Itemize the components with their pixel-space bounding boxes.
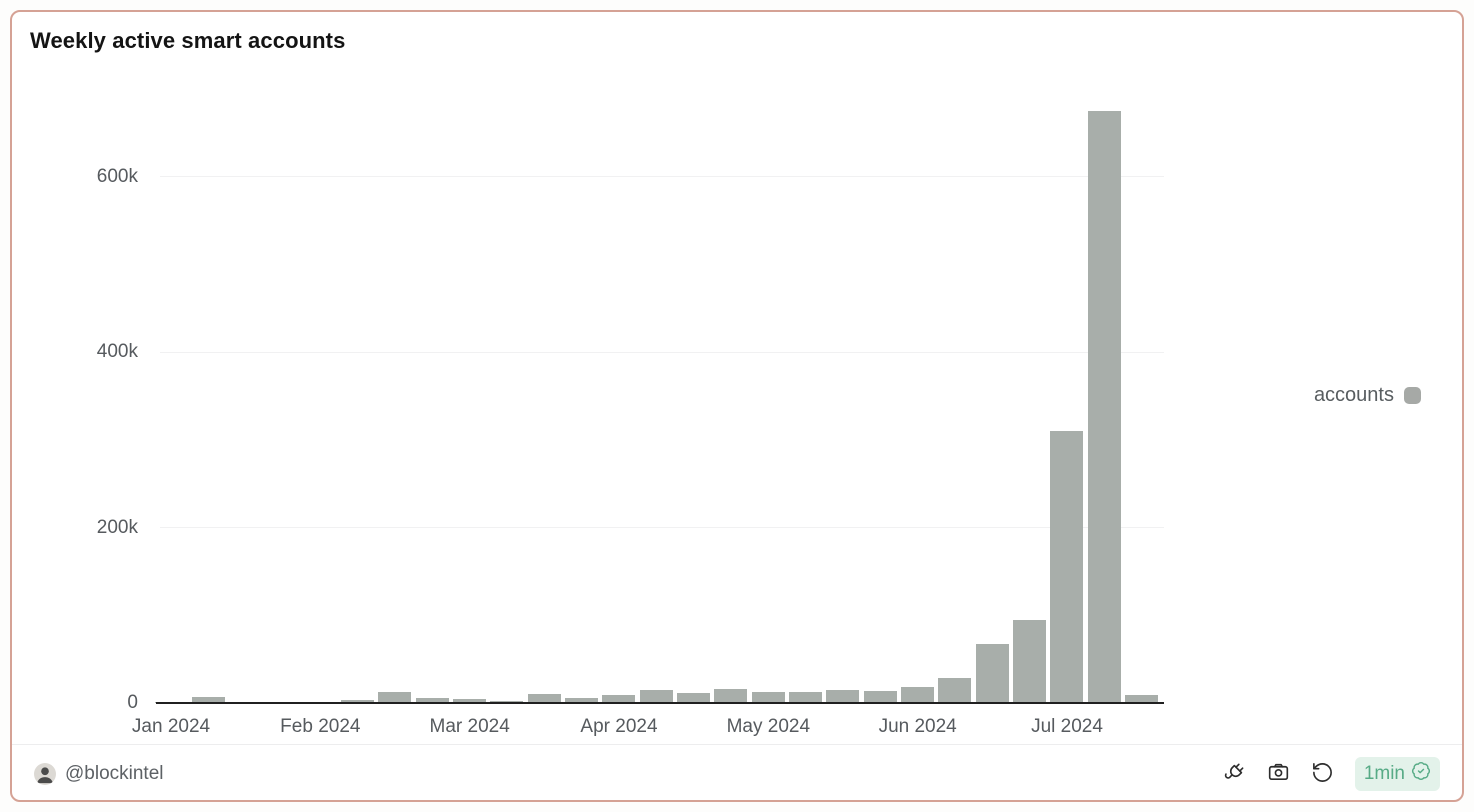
legend-swatch [1404,387,1421,404]
bar-week-19[interactable] [826,689,860,703]
bar-week-25[interactable] [1050,431,1084,703]
legend-label: accounts [1313,384,1394,406]
bar-week-26[interactable] [1087,110,1121,703]
bar-week-24[interactable] [1013,619,1047,703]
x-tick-label: Jul 2024 [1031,716,1103,737]
bar-week-23[interactable] [975,644,1009,703]
bar-week-17[interactable] [751,691,785,703]
bar-week-9[interactable] [453,699,487,703]
camera-icon [1267,761,1290,787]
y-tick-label: 0 [127,692,138,713]
verified-check-icon [1411,761,1431,787]
fork-plug-icon [1223,761,1246,787]
bar-week-7[interactable] [378,692,412,703]
bar-week-11[interactable] [527,694,561,703]
chart-card: Weekly active smart accounts 0 200k 400k 60… [10,10,1464,802]
x-tick-label: Feb 2024 [280,716,361,737]
author-link[interactable]: @blockintel [34,762,164,785]
gridline [160,351,1164,353]
bar-week-22[interactable] [938,677,972,703]
y-tick-label: 600k [96,165,138,187]
bar-week-2[interactable] [191,696,225,703]
bar-week-18[interactable] [789,692,823,703]
bar-week-27[interactable] [1125,695,1159,703]
x-tick-label: May 2024 [726,716,811,737]
x-tick-label: Apr 2024 [580,716,658,737]
bar-week-13[interactable] [602,695,636,703]
bar-week-14[interactable] [639,689,673,703]
page-title: Weekly active smart accounts [30,28,346,53]
card-footer: @blockintel [10,744,1464,802]
bar-week-21[interactable] [901,687,935,703]
chart-area: 0 200k 400k 600k Jan 2024 Feb 2024 Mar 2024 Apr… [10,10,1464,802]
gridline [160,527,1164,529]
x-axis-line [156,702,1164,704]
bar-week-6[interactable] [341,700,375,703]
refresh-age-text: 1min [1363,762,1405,784]
footer-actions: 1min [1223,756,1440,791]
bar-week-8[interactable] [415,697,449,703]
y-tick-label: 400k [96,341,138,363]
bar-week-20[interactable] [863,690,897,703]
x-tick-label: Mar 2024 [429,716,510,737]
screenshot-button[interactable] [1267,762,1290,785]
bar-week-16[interactable] [714,688,748,703]
refresh-button[interactable] [1311,762,1334,785]
gridline [160,176,1164,178]
x-tick-label: Jun 2024 [878,716,957,737]
avatar-photo [34,762,56,785]
bar-week-15[interactable] [677,693,711,703]
y-tick-label: 200k [96,516,138,538]
legend-item-accounts[interactable]: accounts [1314,384,1421,407]
x-tick-label: Jan 2024 [131,716,211,737]
bar-week-12[interactable] [565,697,599,703]
refresh-age-badge[interactable]: 1min [1354,756,1440,791]
author-handle: @blockintel [65,762,164,784]
fork-button[interactable] [1223,762,1246,785]
rotate-ccw-icon [1311,761,1334,787]
